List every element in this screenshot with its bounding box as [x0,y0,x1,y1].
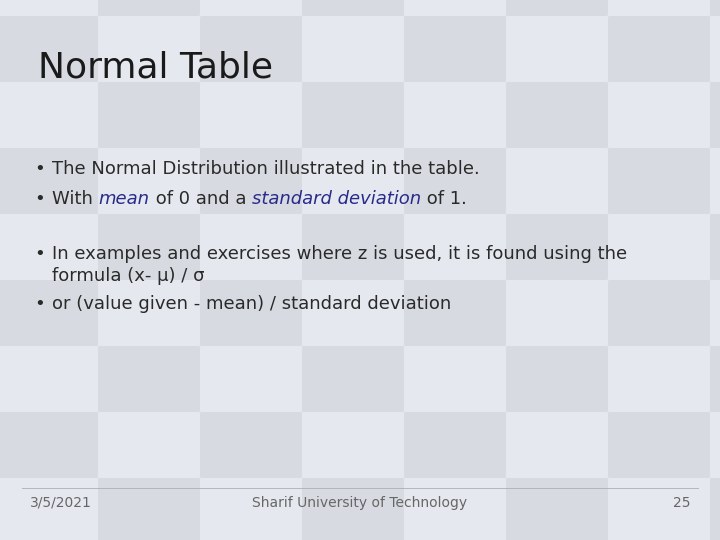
FancyBboxPatch shape [710,148,720,214]
FancyBboxPatch shape [608,214,710,280]
FancyBboxPatch shape [506,346,608,412]
FancyBboxPatch shape [200,346,302,412]
FancyBboxPatch shape [98,412,200,478]
FancyBboxPatch shape [302,82,404,148]
FancyBboxPatch shape [98,16,200,82]
FancyBboxPatch shape [506,82,608,148]
FancyBboxPatch shape [710,412,720,478]
FancyBboxPatch shape [404,82,506,148]
FancyBboxPatch shape [506,280,608,346]
FancyBboxPatch shape [200,412,302,478]
FancyBboxPatch shape [404,346,506,412]
Text: of 1.: of 1. [421,190,467,208]
FancyBboxPatch shape [710,82,720,148]
FancyBboxPatch shape [710,214,720,280]
FancyBboxPatch shape [0,82,98,148]
Text: In examples and exercises where z is used, it is found using the: In examples and exercises where z is use… [52,245,627,263]
FancyBboxPatch shape [608,346,710,412]
FancyBboxPatch shape [200,0,302,16]
FancyBboxPatch shape [200,82,302,148]
FancyBboxPatch shape [302,214,404,280]
FancyBboxPatch shape [404,0,506,16]
FancyBboxPatch shape [98,0,200,16]
FancyBboxPatch shape [608,82,710,148]
FancyBboxPatch shape [710,0,720,16]
FancyBboxPatch shape [0,16,98,82]
FancyBboxPatch shape [506,16,608,82]
FancyBboxPatch shape [710,16,720,82]
Text: •: • [34,160,45,178]
Text: •: • [34,295,45,313]
FancyBboxPatch shape [200,148,302,214]
Text: •: • [34,245,45,263]
FancyBboxPatch shape [506,148,608,214]
FancyBboxPatch shape [200,280,302,346]
Text: The Normal Distribution illustrated in the table.: The Normal Distribution illustrated in t… [52,160,480,178]
Text: formula (x- μ) / σ: formula (x- μ) / σ [52,267,204,285]
FancyBboxPatch shape [0,0,98,16]
FancyBboxPatch shape [0,412,98,478]
FancyBboxPatch shape [200,478,302,540]
FancyBboxPatch shape [0,478,98,540]
Text: of 0 and a: of 0 and a [150,190,252,208]
FancyBboxPatch shape [0,280,98,346]
FancyBboxPatch shape [506,412,608,478]
FancyBboxPatch shape [710,280,720,346]
Text: Normal Table: Normal Table [38,50,273,84]
FancyBboxPatch shape [404,148,506,214]
FancyBboxPatch shape [608,280,710,346]
FancyBboxPatch shape [302,280,404,346]
FancyBboxPatch shape [404,412,506,478]
FancyBboxPatch shape [302,16,404,82]
Text: •: • [34,190,45,208]
FancyBboxPatch shape [98,478,200,540]
FancyBboxPatch shape [0,346,98,412]
FancyBboxPatch shape [506,0,608,16]
Text: Sharif University of Technology: Sharif University of Technology [253,496,467,510]
FancyBboxPatch shape [0,148,98,214]
FancyBboxPatch shape [302,346,404,412]
FancyBboxPatch shape [404,214,506,280]
FancyBboxPatch shape [98,346,200,412]
FancyBboxPatch shape [200,214,302,280]
FancyBboxPatch shape [404,280,506,346]
FancyBboxPatch shape [506,478,608,540]
Text: mean: mean [99,190,150,208]
Text: With: With [52,190,99,208]
FancyBboxPatch shape [302,0,404,16]
FancyBboxPatch shape [98,280,200,346]
FancyBboxPatch shape [608,0,710,16]
FancyBboxPatch shape [98,82,200,148]
FancyBboxPatch shape [710,478,720,540]
FancyBboxPatch shape [608,16,710,82]
Text: or (value given - mean) / standard deviation: or (value given - mean) / standard devia… [52,295,451,313]
FancyBboxPatch shape [404,478,506,540]
FancyBboxPatch shape [200,16,302,82]
FancyBboxPatch shape [608,148,710,214]
FancyBboxPatch shape [710,346,720,412]
FancyBboxPatch shape [0,214,98,280]
Text: 3/5/2021: 3/5/2021 [30,496,92,510]
FancyBboxPatch shape [302,478,404,540]
Text: standard deviation: standard deviation [252,190,421,208]
Text: 25: 25 [672,496,690,510]
FancyBboxPatch shape [506,214,608,280]
FancyBboxPatch shape [98,148,200,214]
FancyBboxPatch shape [302,412,404,478]
FancyBboxPatch shape [404,16,506,82]
FancyBboxPatch shape [302,148,404,214]
FancyBboxPatch shape [608,478,710,540]
FancyBboxPatch shape [608,412,710,478]
FancyBboxPatch shape [98,214,200,280]
